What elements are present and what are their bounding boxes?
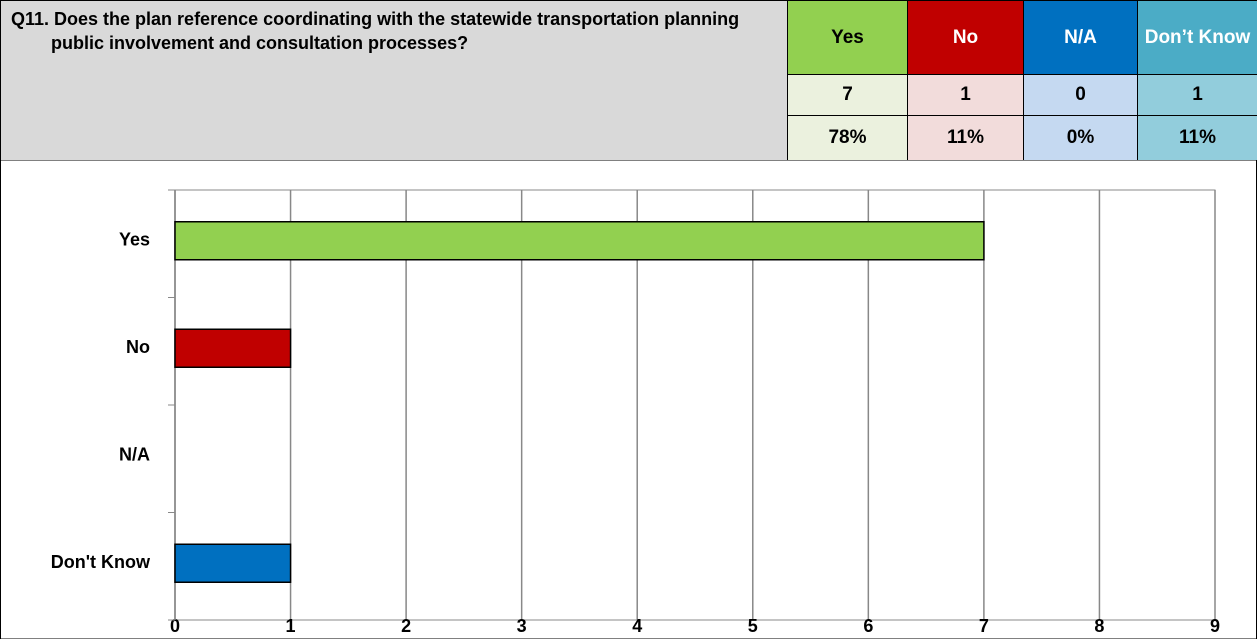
count-cell: 1 (907, 74, 1024, 116)
x-tick-label: 5 (748, 616, 758, 636)
y-tick-label: Don't Know (51, 552, 151, 572)
count-cell: 1 (1137, 74, 1257, 116)
x-tick-label: 3 (517, 616, 527, 636)
percent-cell: 0% (1023, 115, 1138, 161)
y-tick-label: No (126, 337, 150, 357)
count-cell: 0 (1023, 74, 1138, 116)
percent-cell: 11% (1137, 115, 1257, 161)
bar (174, 221, 985, 261)
plot-area (174, 189, 1216, 621)
bar (174, 328, 292, 368)
count-cell: 7 (787, 74, 908, 116)
x-tick-label: 0 (170, 616, 180, 636)
x-tick-label: 1 (286, 616, 296, 636)
bar (174, 543, 292, 583)
header-cell: No (907, 0, 1024, 75)
x-tick-label: 6 (863, 616, 873, 636)
x-tick-label: 4 (632, 616, 642, 636)
question-text: Q11. Does the plan reference coordinatin… (11, 9, 740, 53)
percent-cell: 78% (787, 115, 908, 161)
header-cell: Don’t Know (1137, 0, 1257, 75)
percent-cell: 11% (907, 115, 1024, 161)
header-cell: N/A (1023, 0, 1138, 75)
x-tick-label: 8 (1094, 616, 1104, 636)
header-table: Q11. Does the plan reference coordinatin… (0, 0, 1257, 161)
question: Q11. Does the plan reference coordinatin… (0, 0, 788, 161)
y-tick-label: Yes (119, 230, 150, 250)
x-tick-label: 9 (1210, 616, 1220, 636)
chart: 0 1 2 3 4 5 6 7 8 9 Yes No N/A Don't Know (0, 160, 1257, 639)
x-tick-label: 2 (401, 616, 411, 636)
y-tick-label: N/A (119, 445, 150, 465)
header-cell: Yes (787, 0, 908, 75)
x-tick-label: 7 (979, 616, 989, 636)
